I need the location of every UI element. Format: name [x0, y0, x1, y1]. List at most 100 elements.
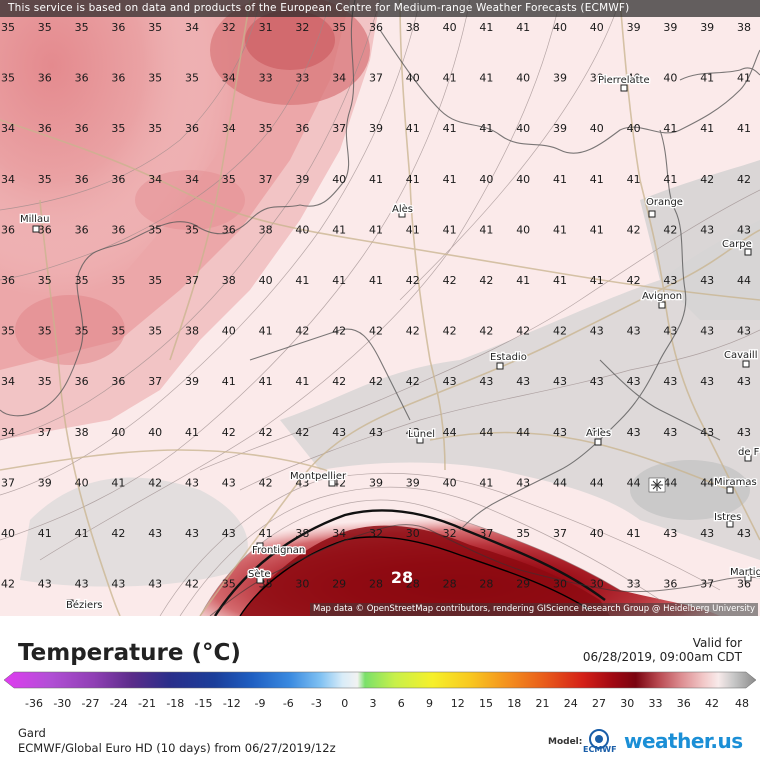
- city-marker-icon: [496, 362, 504, 370]
- grid-value: 40: [516, 223, 530, 236]
- grid-value: 42: [627, 274, 641, 287]
- grid-value: 41: [516, 274, 530, 287]
- city-label: Orange: [646, 197, 683, 208]
- grid-value: 41: [479, 122, 493, 135]
- grid-value: 43: [516, 375, 530, 388]
- highlight-marker: 28: [391, 568, 413, 587]
- city-label: Avignon: [642, 291, 682, 302]
- forecast-map[interactable]: 35 35 35 36 35 34 32 31 32 35 36 38 40 41 41 40 40 39 39 39…: [0, 0, 760, 616]
- city-4[interactable]: Carpe: [721, 238, 753, 256]
- grid-value: 42: [111, 527, 125, 540]
- brand-logo[interactable]: weather.us: [624, 729, 743, 753]
- city-1[interactable]: Alès: [391, 202, 414, 218]
- temp-band-34: [0, 0, 260, 330]
- grid-value: 42: [443, 274, 457, 287]
- grid-value: 29: [516, 578, 530, 591]
- city-7[interactable]: Cavaill: [723, 349, 759, 368]
- city-13[interactable]: Istres: [713, 511, 743, 528]
- temperature-map-canvas[interactable]: 35 35 35 36 35 34 32 31 32 35 36 38 40 41 41 40 40 39 39 39…: [0, 0, 760, 616]
- city-15[interactable]: Sète: [247, 567, 272, 584]
- grid-value: 43: [111, 578, 125, 591]
- grid-value: 39: [369, 122, 383, 135]
- grid-value: 35: [111, 122, 125, 135]
- grid-value: 43: [75, 578, 89, 591]
- grid-value: 35: [516, 527, 530, 540]
- grid-value: 36: [1, 223, 15, 236]
- grid-value: 43: [222, 476, 236, 489]
- grid-value: 42: [222, 426, 236, 439]
- grid-value: 43: [663, 375, 677, 388]
- city-labels-layer: Millau Alès Orange Pierrelatte Carpe Avignon E…: [19, 74, 760, 613]
- city-17[interactable]: Martig: [729, 566, 760, 582]
- grid-value: 37: [185, 274, 199, 287]
- city-label: Montpellier: [290, 471, 347, 482]
- grid-value: 39: [700, 21, 714, 34]
- grid-value: 43: [295, 476, 309, 489]
- city-5[interactable]: Avignon: [641, 290, 683, 309]
- city-14[interactable]: Frontignan: [251, 542, 307, 557]
- grid-value: 40: [443, 21, 457, 34]
- grid-value: 35: [222, 173, 236, 186]
- grid-value: 43: [479, 375, 493, 388]
- colorbar-tick-label: 30: [620, 697, 635, 710]
- grid-value: 43: [737, 426, 751, 439]
- colorbar-tick-label: 12: [450, 697, 465, 710]
- city-11[interactable]: Montpellier: [289, 470, 348, 487]
- road-network: [0, 0, 760, 616]
- valid-time: 06/28/2019, 09:00am CDT: [582, 650, 742, 664]
- grid-value: 42: [259, 476, 273, 489]
- city-0[interactable]: Millau: [19, 213, 51, 233]
- city-marker-icon: [744, 574, 752, 582]
- grid-value: 35: [148, 21, 162, 34]
- grid-value: 42: [148, 476, 162, 489]
- grid-value: 40: [259, 274, 273, 287]
- grid-value: 41: [295, 375, 309, 388]
- colorbar-tick-label: -30: [53, 697, 72, 710]
- colorbar-tick-label: -6: [282, 697, 294, 710]
- grid-value: 35: [111, 274, 125, 287]
- grid-value: 37: [1, 476, 15, 489]
- grid-value: 36: [75, 122, 89, 135]
- colorbar-tick-label: -27: [81, 697, 100, 710]
- grid-value: 35: [38, 21, 52, 34]
- temp-core-west: [135, 170, 245, 230]
- colorbar-tick-label: 6: [397, 697, 405, 710]
- city-12[interactable]: Miramas: [713, 476, 758, 494]
- grid-value: 36: [75, 72, 89, 85]
- city-16[interactable]: Béziers: [65, 598, 104, 613]
- grid-value: 43: [700, 426, 714, 439]
- city-marker-icon: [328, 479, 336, 487]
- grid-value: 35: [185, 72, 199, 85]
- grid-value: 42: [369, 325, 383, 338]
- city-6[interactable]: Estadio: [489, 351, 528, 370]
- map-attribution[interactable]: Map data © OpenStreetMap contributors, r…: [310, 603, 758, 616]
- city-10[interactable]: de F: [737, 446, 760, 462]
- grid-value: 36: [111, 223, 125, 236]
- city-3[interactable]: Pierrelatte: [597, 74, 651, 92]
- city-2[interactable]: Orange: [645, 196, 684, 218]
- grid-value: 43: [663, 325, 677, 338]
- highlight-value: 28: [391, 568, 413, 587]
- grid-value: 40: [663, 72, 677, 85]
- grid-value: 41: [663, 122, 677, 135]
- city-9[interactable]: Arles: [585, 427, 612, 446]
- station-glyph: [651, 479, 663, 491]
- grid-value: 41: [369, 274, 383, 287]
- grid-value: 36: [38, 72, 52, 85]
- grid-value: 32: [222, 21, 236, 34]
- grid-value: 42: [553, 325, 567, 338]
- grid-value: 39: [38, 476, 52, 489]
- grid-value: 36: [663, 578, 677, 591]
- grid-value: 40: [295, 223, 309, 236]
- grid-value: 41: [553, 223, 567, 236]
- grid-value: 36: [38, 122, 52, 135]
- grid-value: 43: [185, 476, 199, 489]
- grid-value: 36: [111, 72, 125, 85]
- city-8[interactable]: Lunel: [407, 428, 436, 444]
- grid-value: 44: [590, 476, 604, 489]
- grid-value: 35: [332, 21, 346, 34]
- grid-value: 41: [479, 476, 493, 489]
- grid-value: 41: [553, 173, 567, 186]
- grid-value: 44: [479, 426, 493, 439]
- colorbar-tick-label: -3: [311, 697, 322, 710]
